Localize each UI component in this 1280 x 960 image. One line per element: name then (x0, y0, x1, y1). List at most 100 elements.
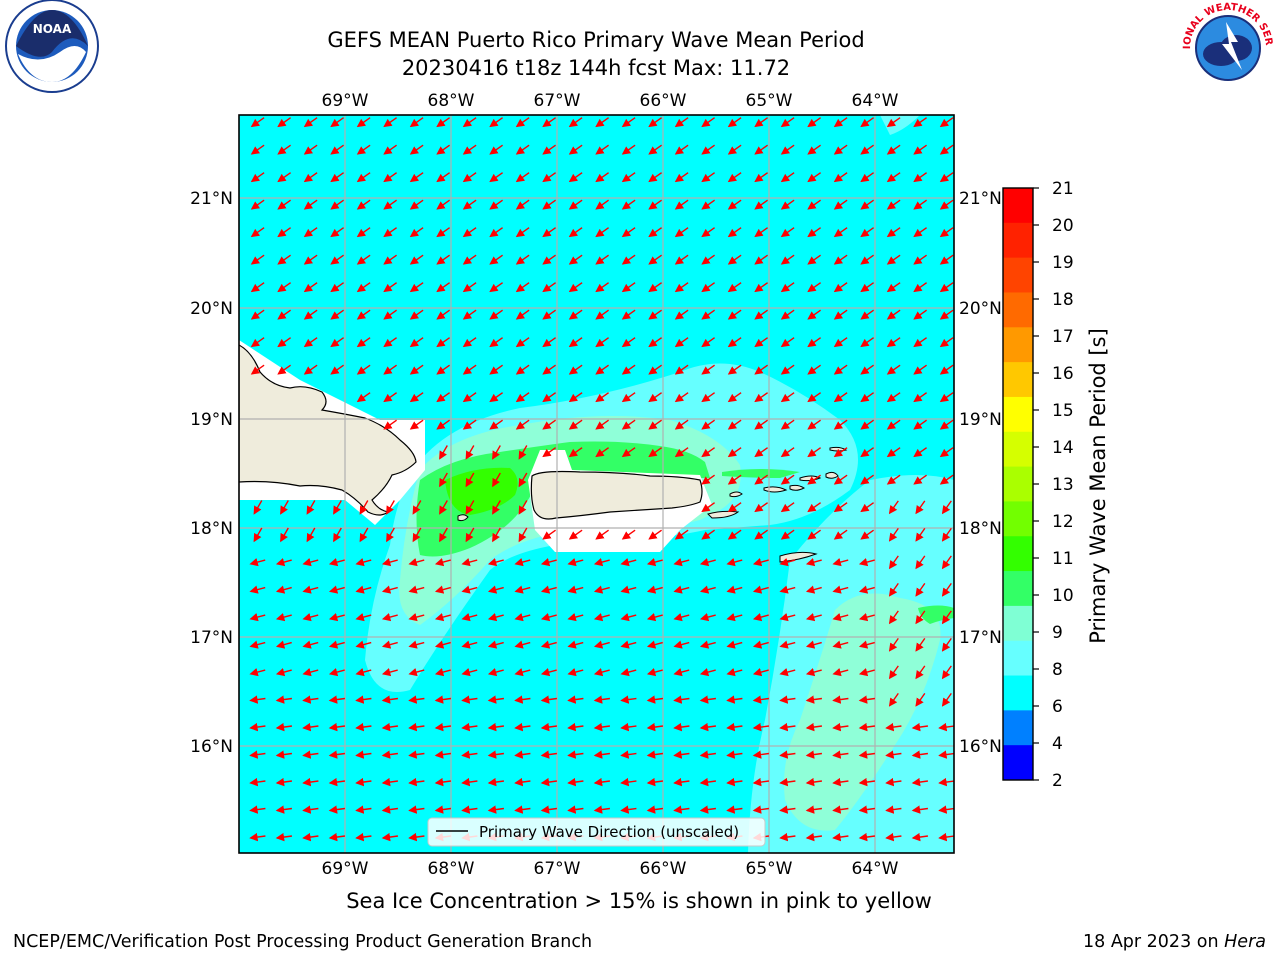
wave-direction-arrow (754, 199, 769, 210)
wave-direction-arrow (939, 117, 954, 128)
wave-direction-arrow (542, 392, 557, 403)
wave-direction-arrow (595, 447, 610, 458)
wave-direction-arrow (330, 337, 345, 348)
wave-direction-arrow (939, 282, 954, 293)
wave-direction-arrow (540, 668, 557, 677)
wave-direction-arrow (699, 695, 716, 704)
wave-direction-arrow (568, 254, 583, 265)
wave-direction-arrow (303, 172, 318, 183)
wave-direction-arrow (462, 117, 477, 128)
colorbar-segment (1003, 466, 1033, 502)
wave-direction-arrow (648, 282, 663, 293)
wave-direction-arrow (754, 227, 769, 238)
wave-direction-arrow (355, 805, 372, 814)
wave-direction-arrow (911, 722, 928, 732)
wave-direction-arrow (780, 392, 795, 403)
colorbar-tick-label: 11 (1052, 549, 1074, 569)
wave-direction-arrow (860, 447, 875, 458)
wave-direction-arrow (939, 447, 954, 458)
wave-direction-arrow (727, 309, 742, 320)
wave-direction-arrow (540, 613, 557, 622)
wave-direction-arrow (249, 750, 266, 759)
wave-direction-arrow (754, 447, 769, 458)
wave-direction-arrow (780, 447, 795, 458)
wave-direction-arrow (674, 419, 689, 430)
wave-direction-arrow (381, 613, 398, 622)
wave-direction-arrow (277, 144, 292, 155)
wave-direction-arrow (805, 640, 822, 649)
wave-direction-arrow (913, 199, 928, 210)
wave-direction-arrow (567, 722, 584, 732)
wave-direction-arrow (699, 613, 716, 622)
wave-direction-arrow (915, 500, 926, 515)
wave-direction-arrow (303, 364, 318, 375)
wave-direction-arrow (805, 558, 822, 567)
wave-direction-arrow (487, 613, 504, 622)
wave-direction-arrow (779, 805, 796, 814)
wave-direction-arrow (938, 722, 954, 732)
colorbar-tick-label: 15 (1052, 401, 1074, 421)
wave-direction-arrow (860, 529, 875, 540)
wave-direction-arrow (593, 777, 610, 787)
colorbar-segment (1003, 675, 1033, 711)
wave-direction-arrow (701, 199, 716, 210)
wave-direction-arrow (779, 832, 796, 842)
wave-direction-arrow (515, 227, 530, 238)
wave-direction-arrow (911, 832, 928, 842)
wave-direction-arrow (355, 558, 372, 567)
wave-direction-arrow (858, 613, 875, 622)
wave-direction-arrow (356, 364, 371, 375)
wave-direction-arrow (540, 722, 557, 732)
colorbar-tick-label: 19 (1052, 253, 1074, 273)
wave-direction-arrow (328, 750, 345, 759)
wave-direction-arrow (860, 172, 875, 183)
wave-direction-arrow (593, 640, 610, 649)
colorbar-segment (1003, 396, 1033, 433)
wave-direction-arrow (620, 750, 637, 759)
wave-direction-arrow (489, 364, 504, 375)
wave-direction-arrow (780, 337, 795, 348)
wave-direction-arrow (356, 227, 371, 238)
wave-direction-arrow (754, 419, 769, 430)
wave-direction-arrow (779, 585, 796, 594)
wave-direction-arrow (779, 613, 796, 622)
wave-direction-arrow (381, 777, 398, 787)
wave-direction-arrow (280, 527, 289, 543)
wave-direction-arrow (409, 364, 424, 375)
wave-direction-arrow (941, 610, 952, 625)
wave-direction-arrow (646, 558, 663, 567)
wave-direction-arrow (542, 447, 557, 458)
wave-direction-arrow (885, 750, 902, 759)
wave-direction-arrow (807, 309, 822, 320)
wave-direction-arrow (461, 558, 478, 567)
wave-direction-arrow (515, 117, 530, 128)
wave-direction-arrow (595, 172, 610, 183)
wave-direction-arrow (941, 665, 952, 680)
title-line-2: 20230416 t18z 144h fcst Max: 11.72 (401, 56, 791, 80)
wave-direction-arrow (832, 585, 849, 594)
wave-direction-arrow (412, 500, 422, 515)
colorbar-segment (1003, 501, 1033, 537)
wave-direction-arrow (355, 722, 372, 732)
wave-direction-arrow (568, 529, 583, 540)
wave-direction-arrow (249, 585, 266, 594)
wave-direction-arrow (726, 695, 743, 704)
wave-direction-arrow (939, 337, 954, 348)
wave-direction-arrow (699, 585, 716, 594)
wave-direction-arrow (886, 144, 901, 155)
wave-direction-arrow (913, 419, 928, 430)
wave-direction-arrow (726, 805, 743, 814)
wave-direction-arrow (701, 309, 716, 320)
wave-direction-arrow (913, 117, 928, 128)
wave-direction-arrow (727, 172, 742, 183)
wave-direction-arrow (674, 199, 689, 210)
wave-direction-arrow (727, 254, 742, 265)
wave-direction-arrow (727, 282, 742, 293)
wave-direction-arrow (911, 750, 928, 759)
wave-direction-arrow (754, 254, 769, 265)
wave-direction-arrow (356, 282, 371, 293)
wave-direction-arrow (355, 668, 372, 677)
wave-direction-arrow (646, 695, 663, 704)
wave-direction-arrow (593, 695, 610, 704)
wave-direction-arrow (277, 254, 292, 265)
